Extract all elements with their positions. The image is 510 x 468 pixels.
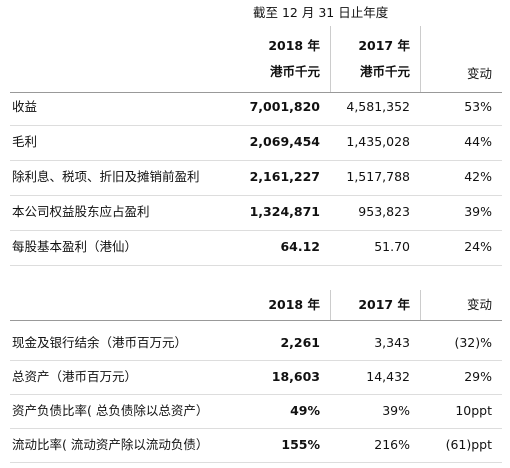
row-label: 毛利 — [12, 134, 38, 149]
row-rule — [10, 229, 502, 231]
value-2018: 155% — [281, 437, 320, 452]
value-2017: 1,435,028 — [346, 134, 410, 149]
value-change: 53% — [464, 99, 492, 114]
value-2017: 216% — [374, 437, 410, 452]
value-2018: 1,324,871 — [249, 204, 320, 219]
value-change: 44% — [464, 134, 492, 149]
column-divider — [330, 26, 331, 92]
value-2017: 14,432 — [366, 369, 410, 384]
row-label: 流动比率( 流动资产除以流动负债） — [12, 437, 209, 452]
value-change: 24% — [464, 239, 492, 254]
value-2018: 18,603 — [271, 369, 320, 384]
row-label: 每股基本盈利（港仙） — [12, 239, 138, 254]
value-2017: 51.70 — [374, 239, 410, 254]
value-2018: 7,001,820 — [249, 99, 320, 114]
value-2018: 49% — [290, 403, 320, 418]
row-rule — [10, 462, 502, 463]
column-divider — [330, 290, 331, 320]
row-rule — [10, 194, 502, 196]
row-label: 收益 — [12, 99, 38, 114]
value-2017: 4,581,352 — [346, 99, 410, 114]
value-2018: 2,161,227 — [249, 169, 320, 184]
header-rule — [10, 92, 502, 93]
column-year: 2018 年 — [268, 38, 320, 53]
row-label: 总资产（港币百万元） — [12, 369, 138, 384]
column-label: 变动 — [466, 297, 492, 312]
column-unit: 港币千元 — [269, 64, 320, 79]
value-change: (32)% — [454, 335, 492, 350]
value-2017: 3,343 — [374, 335, 410, 350]
row-rule — [10, 394, 502, 395]
value-2018: 2,261 — [280, 335, 320, 350]
value-2018: 2,069,454 — [249, 134, 320, 149]
row-label: 资产负债比率( 总负债除以总资产） — [12, 403, 209, 418]
column-year: 2017 年 — [358, 38, 410, 53]
column-divider — [420, 26, 421, 92]
value-change: 29% — [464, 369, 492, 384]
value-change: 10ppt — [455, 403, 492, 418]
value-2018: 64.12 — [280, 239, 320, 254]
row-label: 本公司权益股东应占盈利 — [12, 204, 150, 219]
column-label: 变动 — [466, 66, 492, 81]
row-rule — [10, 159, 502, 161]
value-change: 42% — [464, 169, 492, 184]
period-title: 截至 12 月 31 日止年度 — [253, 5, 389, 20]
row-label: 现金及银行结余（港币百万元） — [12, 335, 188, 350]
column-divider — [420, 290, 421, 320]
column-year: 2018 年 — [268, 297, 320, 312]
row-rule — [10, 360, 502, 361]
row-rule — [10, 264, 502, 266]
column-unit: 港币千元 — [359, 64, 410, 79]
row-rule — [10, 428, 502, 429]
row-label: 除利息、税项、折旧及摊销前盈利 — [12, 169, 200, 184]
value-change: 39% — [464, 204, 492, 219]
row-rule — [10, 124, 502, 126]
value-2017: 953,823 — [358, 204, 410, 219]
value-2017: 1,517,788 — [346, 169, 410, 184]
value-2017: 39% — [382, 403, 410, 418]
header-rule — [10, 320, 502, 321]
value-change: (61)ppt — [445, 437, 492, 452]
column-year: 2017 年 — [358, 297, 410, 312]
